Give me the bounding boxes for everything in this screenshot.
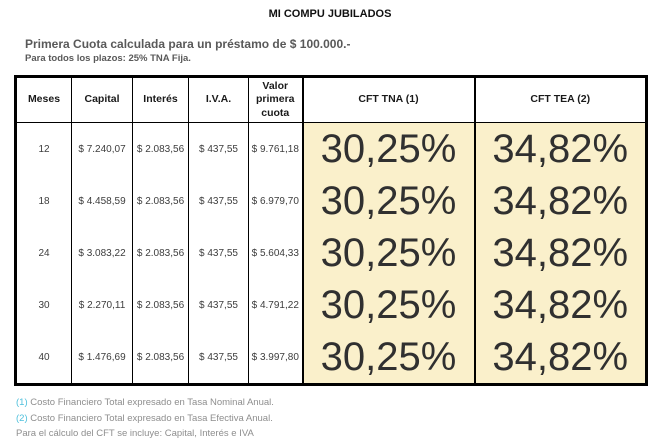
- table-row: 40 $ 1.476,69 $ 2.083,56 $ 437,55 $ 3.99…: [15, 331, 647, 385]
- cell-cft-tna: 30,25%: [301, 279, 475, 331]
- table-row: 30 $ 2.270,11 $ 2.083,56 $ 437,55 $ 4.79…: [15, 279, 647, 331]
- footnote-2-marker: (2): [16, 412, 28, 424]
- subtitle-loan-amount: Primera Cuota calculada para un préstamo…: [25, 37, 351, 51]
- cell-cft-tea: 34,82%: [473, 175, 647, 227]
- cell-valor: $ 9.761,18: [248, 122, 303, 175]
- cell-iva: $ 437,55: [188, 331, 249, 385]
- cell-meses: 30: [15, 279, 72, 331]
- cell-meses: 12: [15, 122, 72, 175]
- document-page: MI COMPU JUBILADOS Primera Cuota calcula…: [0, 8, 660, 442]
- loan-quote-table: Meses Capital Interés I.V.A. Valor prime…: [14, 75, 648, 386]
- cell-cft-tna: 30,25%: [301, 175, 475, 227]
- cell-cft-tea: 34,82%: [473, 227, 647, 279]
- cell-iva: $ 437,55: [188, 227, 249, 279]
- page-title: MI COMPU JUBILADOS: [268, 8, 392, 20]
- footnote-1: (1) Costo Financiero Total expresado en …: [16, 395, 660, 411]
- cell-capital: $ 3.083,22: [71, 227, 133, 279]
- cell-capital: $ 4.458,59: [71, 175, 133, 227]
- cell-iva: $ 437,55: [188, 279, 249, 331]
- cell-cft-tna: 30,25%: [301, 227, 475, 279]
- cell-valor: $ 3.997,80: [248, 331, 303, 385]
- column-header-valor-primera-cuota: Valor primera cuota: [248, 76, 303, 123]
- column-header-cft-tna: CFT TNA (1): [301, 76, 475, 123]
- column-header-meses: Meses: [15, 76, 72, 123]
- cell-capital: $ 1.476,69: [71, 331, 133, 385]
- footnote-2: (2) Costo Financiero Total expresado en …: [16, 411, 660, 427]
- cell-interes: $ 2.083,56: [132, 122, 189, 175]
- cell-iva: $ 437,55: [188, 122, 249, 175]
- column-header-cft-tea: CFT TEA (2): [473, 76, 647, 123]
- column-header-capital: Capital: [71, 76, 133, 123]
- table-row: 24 $ 3.083,22 $ 2.083,56 $ 437,55 $ 5.60…: [15, 227, 647, 279]
- cell-interes: $ 2.083,56: [132, 279, 189, 331]
- column-header-interes: Interés: [132, 76, 189, 123]
- cell-valor: $ 6.979,70: [248, 175, 303, 227]
- footnote-2-text: Costo Financiero Total expresado en Tasa…: [30, 412, 273, 424]
- footnote-3-text: Para el cálculo del CFT se incluye: Capi…: [16, 428, 254, 439]
- footnotes: (1) Costo Financiero Total expresado en …: [16, 395, 660, 442]
- footnote-1-marker: (1): [16, 397, 28, 408]
- cell-capital: $ 2.270,11: [71, 279, 133, 331]
- cell-cft-tna: 30,25%: [301, 331, 475, 385]
- column-header-iva: I.V.A.: [188, 76, 249, 123]
- table-row: 18 $ 4.458,59 $ 2.083,56 $ 437,55 $ 6.97…: [15, 175, 647, 227]
- cell-interes: $ 2.083,56: [132, 227, 189, 279]
- cell-cft-tea: 34,82%: [473, 122, 647, 175]
- cell-interes: $ 2.083,56: [132, 175, 189, 227]
- cell-cft-tna: 30,25%: [301, 122, 475, 175]
- table-header-row: Meses Capital Interés I.V.A. Valor prime…: [15, 76, 647, 123]
- footnote-1-text: Costo Financiero Total expresado en Tasa…: [30, 397, 274, 408]
- cell-meses: 18: [15, 175, 72, 227]
- cell-cft-tea: 34,82%: [473, 331, 647, 385]
- cell-capital: $ 7.240,07: [71, 122, 133, 175]
- cell-valor: $ 5.604,33: [248, 227, 303, 279]
- footnote-3: Para el cálculo del CFT se incluye: Capi…: [16, 426, 660, 442]
- cell-iva: $ 437,55: [188, 175, 249, 227]
- cell-cft-tea: 34,82%: [473, 279, 647, 331]
- cell-interes: $ 2.083,56: [132, 331, 189, 385]
- subtitle-rate-note: Para todos los plazos: 25% TNA Fija.: [25, 53, 191, 64]
- table-row: 12 $ 7.240,07 $ 2.083,56 $ 437,55 $ 9.76…: [15, 122, 647, 175]
- cell-valor: $ 4.791,22: [248, 279, 303, 331]
- cell-meses: 40: [15, 331, 72, 385]
- cell-meses: 24: [15, 227, 72, 279]
